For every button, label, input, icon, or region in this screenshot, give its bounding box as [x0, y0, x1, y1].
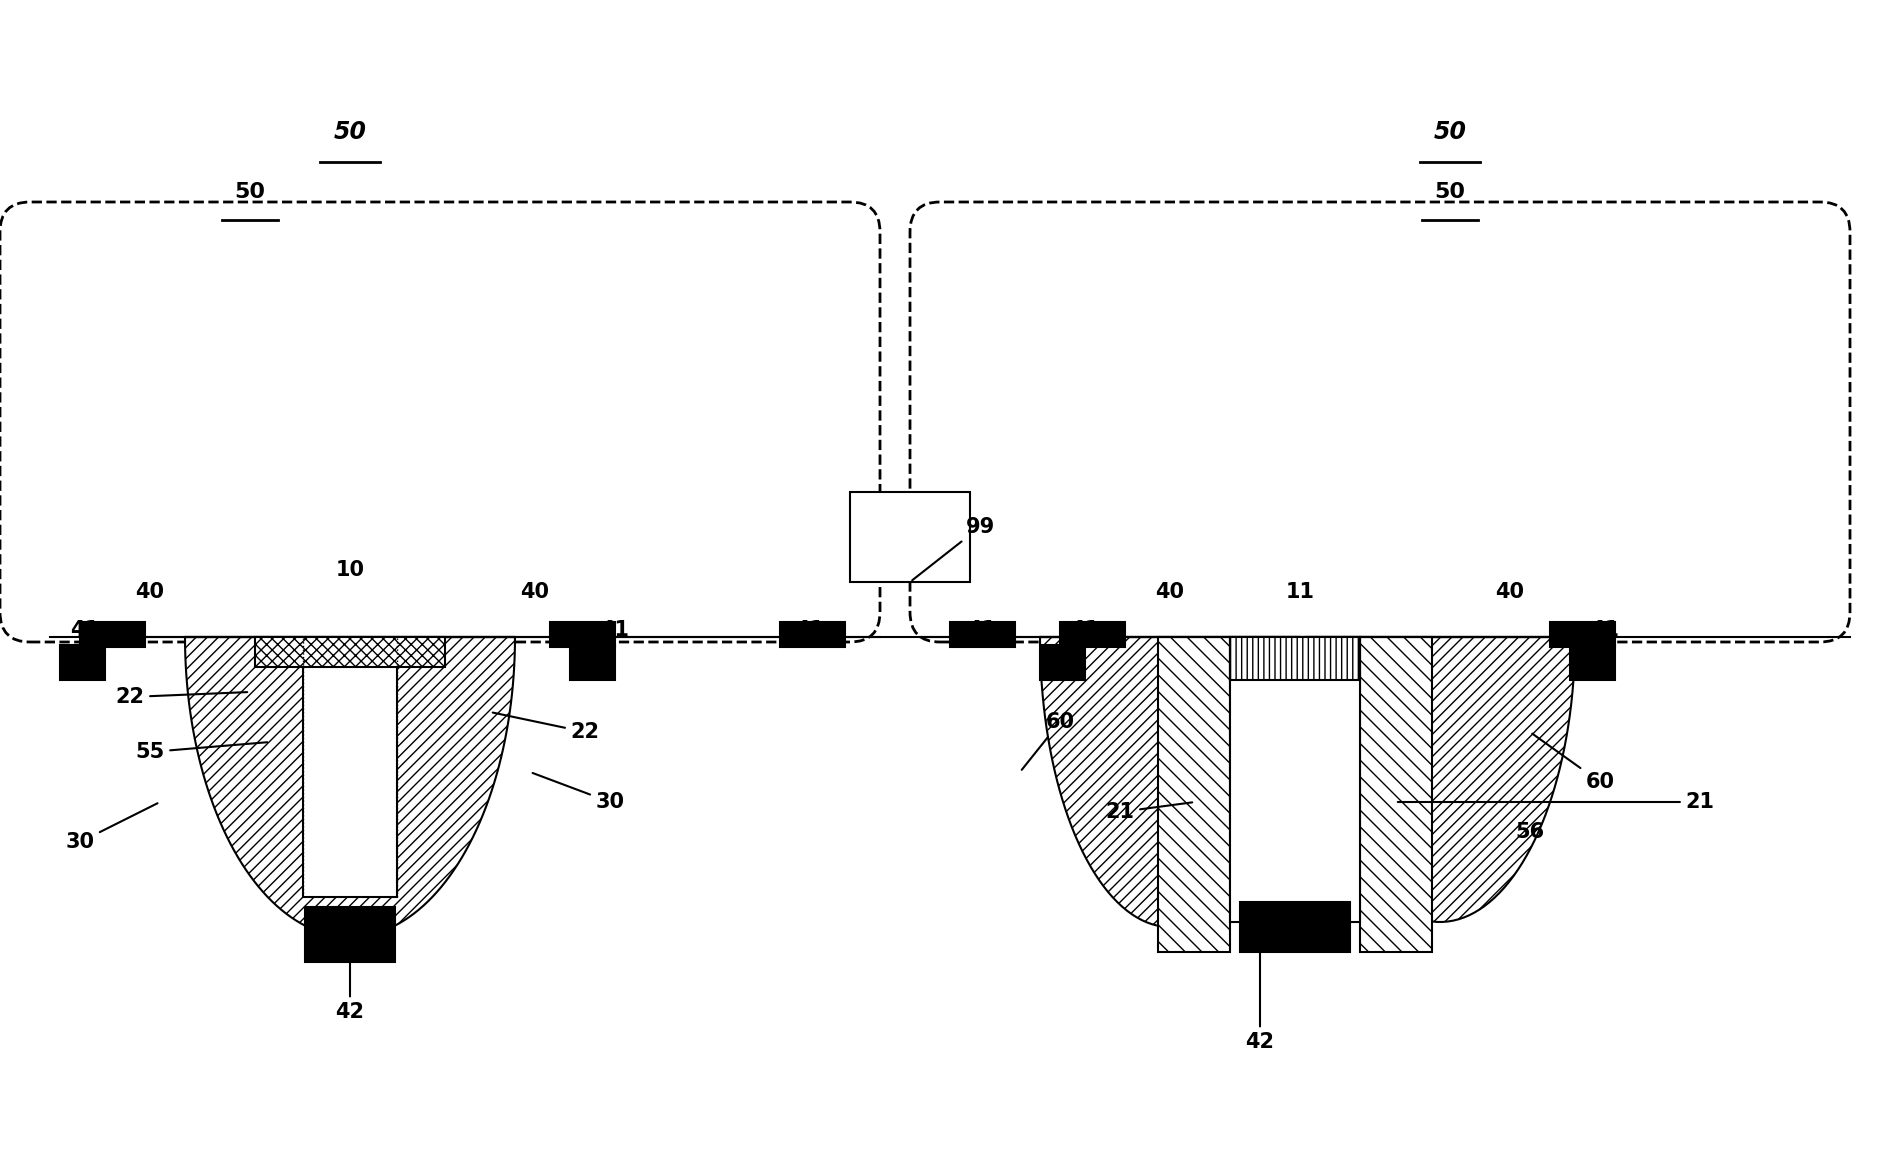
Text: 40: 40 — [520, 582, 550, 602]
Bar — [1570, 645, 1615, 680]
Text: 41: 41 — [601, 620, 630, 641]
Bar — [1549, 622, 1615, 647]
Bar — [1240, 902, 1350, 952]
Text: 50: 50 — [1434, 182, 1465, 202]
Bar — [850, 492, 971, 582]
Polygon shape — [185, 637, 515, 937]
Polygon shape — [1304, 637, 1576, 922]
Text: 22: 22 — [492, 713, 599, 742]
Text: 41: 41 — [1591, 620, 1619, 641]
Bar — [950, 622, 1014, 647]
Bar — [1157, 637, 1231, 952]
Text: 60: 60 — [1022, 712, 1074, 770]
Text: 50: 50 — [1433, 120, 1467, 144]
Bar — [1359, 637, 1433, 952]
Bar — [1059, 622, 1125, 647]
Text: 41: 41 — [967, 620, 997, 641]
Bar — [60, 645, 106, 680]
Bar — [780, 622, 844, 647]
Bar — [305, 907, 396, 962]
Bar — [303, 657, 398, 897]
Text: 21: 21 — [1399, 793, 1715, 812]
Text: 30: 30 — [66, 803, 158, 852]
Text: 10: 10 — [336, 560, 364, 579]
Text: 41: 41 — [1071, 620, 1099, 641]
Text: 42: 42 — [1246, 945, 1274, 1052]
Bar — [1041, 645, 1086, 680]
Text: 50: 50 — [334, 120, 366, 144]
Text: 50: 50 — [234, 182, 266, 202]
Bar — [1231, 637, 1359, 922]
Text: 22: 22 — [115, 687, 247, 707]
Text: 99: 99 — [912, 517, 995, 581]
Text: 30: 30 — [533, 773, 624, 812]
Text: 55: 55 — [136, 742, 268, 761]
Polygon shape — [1041, 637, 1301, 927]
Text: 11: 11 — [1286, 582, 1314, 602]
Text: 42: 42 — [336, 919, 364, 1022]
Text: 21: 21 — [1105, 802, 1191, 823]
Bar — [79, 622, 145, 647]
Text: 41: 41 — [70, 620, 100, 641]
Text: 41: 41 — [795, 620, 824, 641]
Bar — [550, 622, 615, 647]
Bar — [1231, 637, 1359, 680]
Text: 56: 56 — [1516, 823, 1544, 842]
Bar — [569, 645, 615, 680]
Text: 40: 40 — [136, 582, 164, 602]
Text: 40: 40 — [1495, 582, 1525, 602]
Text: 60: 60 — [1533, 734, 1614, 793]
Text: 40: 40 — [1156, 582, 1184, 602]
Bar — [254, 637, 445, 667]
